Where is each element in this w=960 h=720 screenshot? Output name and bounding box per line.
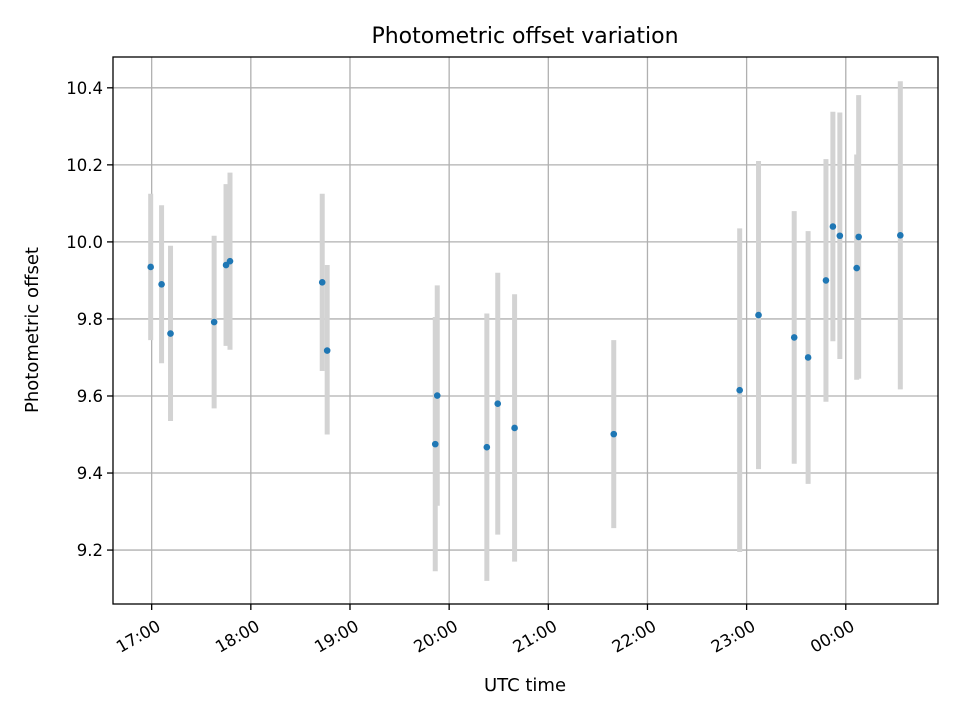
y-tick-label: 9.6: [77, 387, 103, 406]
tick-layer: [107, 87, 847, 610]
y-tick-label: 9.4: [77, 464, 103, 483]
x-tick-label: 21:00: [510, 616, 561, 656]
data-point: [829, 223, 837, 230]
data-point: [511, 424, 518, 432]
y-tick-label: 9.8: [77, 310, 103, 329]
y-tick-label: 9.2: [77, 541, 103, 560]
x-axis-label: UTC time: [484, 675, 566, 696]
data-point: [167, 330, 174, 337]
x-tick-label: 17:00: [113, 616, 164, 656]
data-point: [318, 279, 326, 286]
x-tick-label: 00:00: [807, 616, 858, 656]
x-tick-label: 20:00: [410, 616, 461, 656]
data-point: [822, 277, 830, 284]
y-tick-label: 10.0: [66, 233, 103, 252]
y-tick-label: 10.4: [66, 79, 103, 98]
plot-frame: [112, 56, 939, 605]
y-tick-labels: 9.2 9.4 9.6 9.8 10.0 10.2 10.4: [66, 79, 103, 560]
data-point: [323, 347, 331, 354]
data-point: [483, 443, 491, 451]
data-point: [226, 257, 234, 265]
data-point-layer: [147, 223, 904, 451]
data-point: [210, 318, 218, 326]
data-point: [433, 392, 441, 399]
data-point: [610, 430, 618, 438]
data-point: [431, 440, 439, 448]
data-point: [836, 232, 844, 240]
x-tick-label: 23:00: [708, 616, 759, 656]
y-axis-label: Photometric offset: [22, 247, 43, 413]
data-point: [790, 334, 798, 341]
errorbar-layer: [148, 81, 903, 581]
data-point: [853, 264, 860, 272]
data-point: [736, 386, 743, 394]
data-point: [147, 263, 154, 271]
chart-title: Photometric offset variation: [371, 24, 678, 49]
x-tick-labels: 17:00 18:00 19:00 20:00 21:00 22:00 23:00 00:00: [113, 616, 858, 656]
x-tick-label: 18:00: [212, 616, 263, 656]
grid-layer: [113, 57, 938, 604]
data-point: [494, 400, 502, 407]
x-tick-label: 19:00: [311, 616, 362, 656]
x-tick-label: 22:00: [609, 616, 660, 656]
data-point: [804, 354, 812, 361]
data-point: [158, 280, 165, 288]
y-tick-label: 10.2: [66, 156, 103, 175]
data-point: [855, 233, 862, 241]
data-point: [897, 232, 904, 239]
data-point: [755, 311, 762, 319]
